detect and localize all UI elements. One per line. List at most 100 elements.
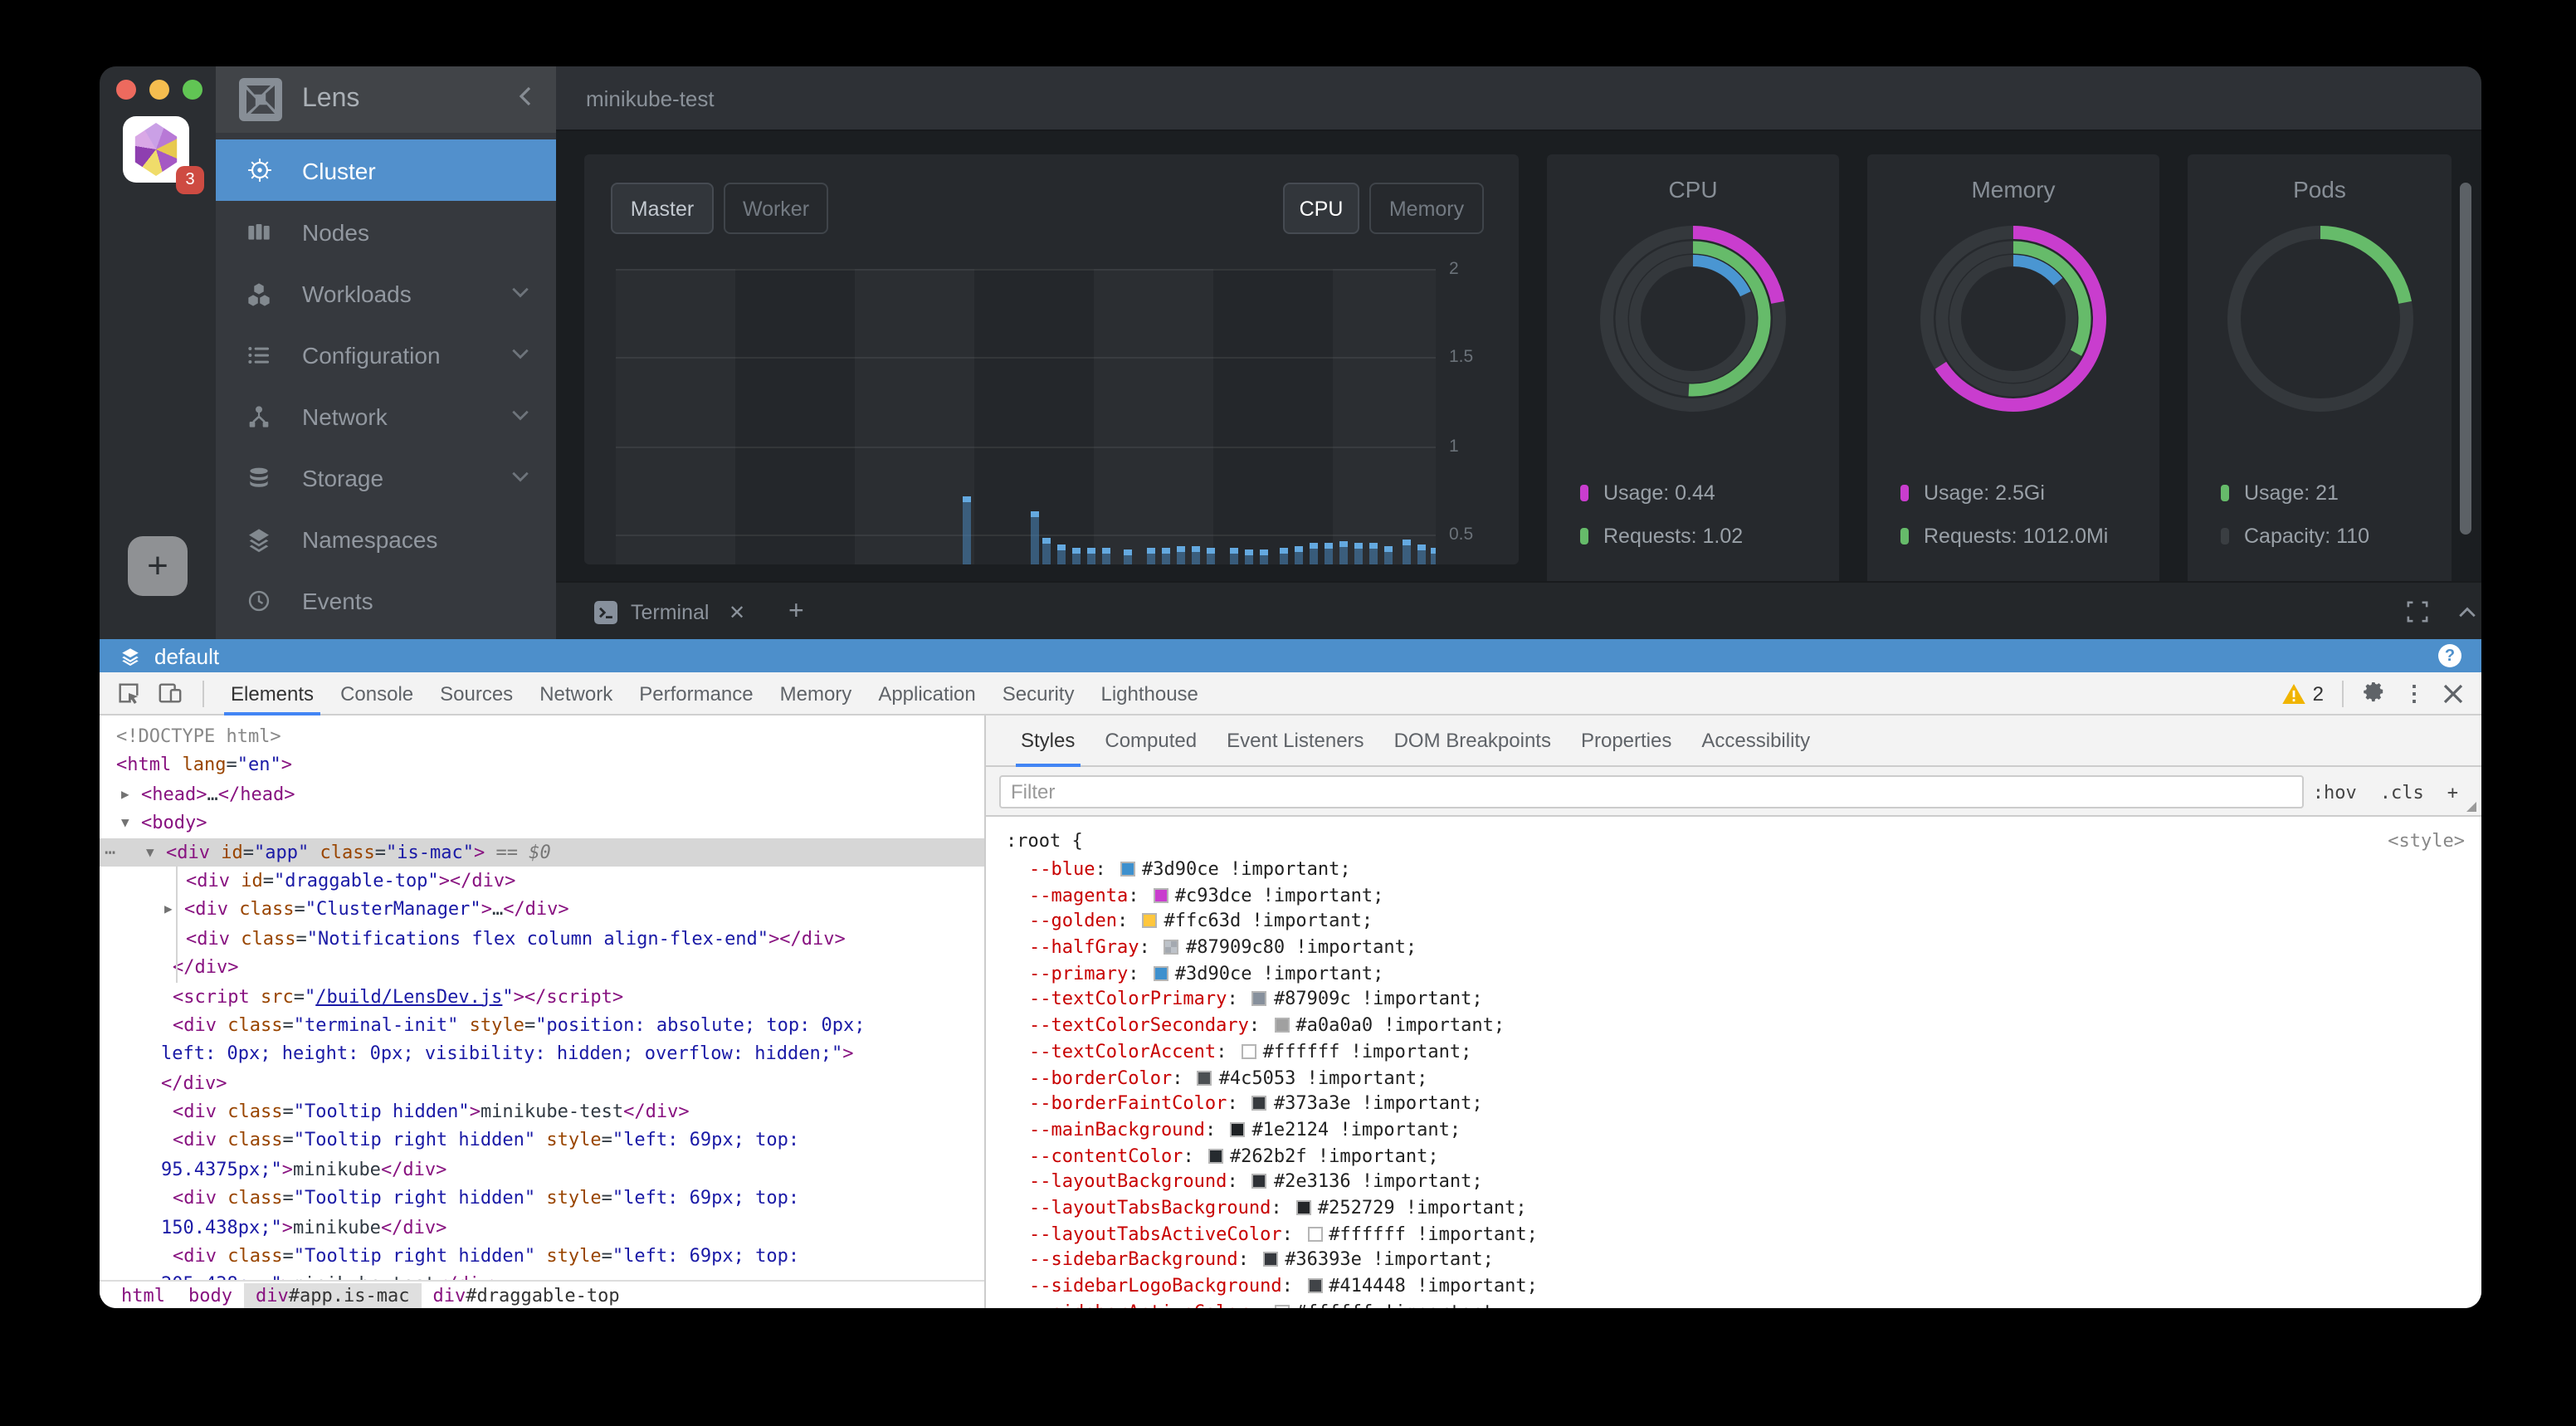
styles-toggle[interactable]: + bbox=[2447, 781, 2458, 803]
tab-event-listeners[interactable]: Event Listeners bbox=[1227, 729, 1364, 752]
warnings-indicator[interactable]: 2 bbox=[2282, 681, 2324, 705]
css-declaration[interactable]: --textColorPrimary: #87909c !important; bbox=[1029, 988, 1483, 1010]
dashboard-scrollbar[interactable] bbox=[2460, 183, 2471, 535]
dom-node-line[interactable]: <!DOCTYPE html> bbox=[116, 725, 281, 747]
dom-node-line[interactable]: ▼ <body> bbox=[100, 808, 984, 838]
css-declaration[interactable]: --sidebarLogoBackground: #414448 !import… bbox=[1029, 1275, 1538, 1297]
styles-filter-input[interactable] bbox=[999, 775, 2304, 808]
css-declaration[interactable]: --primary: #3d90ce !important; bbox=[1029, 962, 1384, 984]
breadcrumb-body[interactable]: body bbox=[188, 1284, 232, 1306]
css-declaration[interactable]: --layoutTabsBackground: #252729 !importa… bbox=[1029, 1196, 1527, 1218]
dom-node-line[interactable]: <div class="Notifications flex column al… bbox=[186, 927, 846, 950]
color-swatch[interactable] bbox=[1263, 1252, 1279, 1267]
dom-node-line[interactable]: 95.4375px;">minikube</div> bbox=[161, 1158, 447, 1180]
tab-dom-breakpoints[interactable]: DOM Breakpoints bbox=[1393, 729, 1551, 752]
tab-network[interactable]: Network bbox=[539, 681, 613, 705]
master-tab-button[interactable]: Master bbox=[611, 183, 714, 234]
expand-arrow-icon[interactable]: ▼ bbox=[146, 844, 154, 860]
kebab-menu-button[interactable]: ⋮ bbox=[2403, 680, 2425, 705]
sidebar-item-namespaces[interactable]: Namespaces bbox=[216, 508, 556, 569]
expand-arrow-icon[interactable]: ▶ bbox=[164, 901, 173, 917]
dom-node-line[interactable]: </div> bbox=[161, 1072, 227, 1094]
dom-node-selected[interactable]: ⋯ ▼ <div id="app" class="is-mac"> == $0 bbox=[100, 838, 984, 867]
styles-rules[interactable]: :root { <style> --blue: #3d90ce !importa… bbox=[986, 817, 2481, 1308]
breadcrumb-div#app.is-mac[interactable]: div#app.is-mac bbox=[244, 1282, 422, 1307]
dom-node-line[interactable]: ▶ <div class="ClusterManager">…</div> bbox=[100, 896, 984, 925]
terminal-tab[interactable]: Terminal bbox=[594, 583, 710, 641]
sidebar-collapse-button[interactable] bbox=[518, 85, 533, 115]
color-swatch[interactable] bbox=[1295, 1199, 1311, 1215]
dom-node-line[interactable]: ▶ <head>…</head> bbox=[100, 780, 984, 809]
sidebar-item-workloads[interactable]: Workloads bbox=[216, 262, 556, 324]
breadcrumb-div#draggable-top[interactable]: div#draggable-top bbox=[432, 1284, 620, 1306]
css-declaration[interactable]: --blue: #3d90ce !important; bbox=[1029, 858, 1351, 880]
styles-togglecls[interactable]: .cls bbox=[2379, 781, 2424, 803]
dom-node-line[interactable]: 205.438px;">minikube-test</div> bbox=[100, 1271, 984, 1280]
stylesheet-source-link[interactable]: <style> bbox=[2388, 830, 2465, 852]
color-swatch[interactable] bbox=[1241, 1043, 1256, 1059]
help-button[interactable]: ? bbox=[2438, 644, 2461, 667]
css-declaration[interactable]: --borderColor: #4c5053 !important; bbox=[1029, 1067, 1428, 1088]
tab-properties[interactable]: Properties bbox=[1580, 729, 1672, 752]
tab-accessibility[interactable]: Accessibility bbox=[1701, 729, 1811, 752]
settings-gear-button[interactable] bbox=[2362, 681, 2385, 705]
cluster-item-active[interactable] bbox=[123, 116, 189, 183]
color-swatch[interactable] bbox=[1230, 1121, 1246, 1137]
color-swatch[interactable] bbox=[1197, 1070, 1212, 1085]
terminal-close-button[interactable]: ✕ bbox=[729, 600, 746, 623]
tab-elements[interactable]: Elements bbox=[217, 671, 327, 715]
dom-node-line[interactable]: <div class="Tooltip hidden">minikube-tes… bbox=[173, 1101, 690, 1123]
sidebar-item-network[interactable]: Network bbox=[216, 385, 556, 447]
terminal-fullscreen-button[interactable] bbox=[2407, 583, 2428, 641]
css-declaration[interactable]: --halfGray: #87909c80 !important; bbox=[1029, 936, 1417, 959]
color-swatch[interactable] bbox=[1274, 1304, 1290, 1308]
elements-tree-pane[interactable]: <!DOCTYPE html> <html lang="en"> ▶ <head>…<… bbox=[100, 715, 984, 1280]
color-swatch[interactable] bbox=[1208, 1148, 1223, 1164]
zoom-window-button[interactable] bbox=[183, 80, 202, 100]
dom-node-line[interactable]: <div class="Tooltip right hidden" style=… bbox=[173, 1245, 800, 1267]
close-window-button[interactable] bbox=[116, 80, 136, 100]
dom-node-line[interactable]: <div class="Tooltip right hidden" style=… bbox=[173, 1187, 800, 1209]
tab-lighthouse[interactable]: Lighthouse bbox=[1100, 681, 1198, 705]
sidebar-item-nodes[interactable]: Nodes bbox=[216, 201, 556, 262]
dom-node-line[interactable]: 150.438px;">minikube</div> bbox=[161, 1216, 447, 1238]
expand-arrow-icon[interactable]: ▼ bbox=[121, 815, 129, 831]
tab-computed[interactable]: Computed bbox=[1105, 729, 1198, 752]
css-declaration[interactable]: --contentColor: #262b2f !important; bbox=[1029, 1145, 1439, 1167]
color-swatch[interactable] bbox=[1307, 1278, 1323, 1293]
terminal-add-button[interactable]: + bbox=[788, 597, 804, 625]
color-swatch[interactable] bbox=[1153, 965, 1168, 981]
pane-resizer[interactable] bbox=[984, 715, 986, 1308]
color-swatch[interactable] bbox=[1251, 1096, 1267, 1111]
css-declaration[interactable]: --textColorSecondary: #a0a0a0 !important… bbox=[1029, 1014, 1505, 1037]
sidebar-item-events[interactable]: Events bbox=[216, 569, 556, 631]
color-swatch[interactable] bbox=[1274, 1018, 1290, 1033]
breadcrumb-html[interactable]: html bbox=[121, 1284, 165, 1306]
tab-application[interactable]: Application bbox=[878, 681, 976, 705]
css-declaration[interactable]: --golden: #ffc63d !important; bbox=[1029, 910, 1373, 932]
color-swatch[interactable] bbox=[1120, 862, 1135, 877]
color-swatch[interactable] bbox=[1307, 1226, 1323, 1242]
dom-node-line[interactable]: left: 0px; height: 0px; visibility: hidd… bbox=[161, 1043, 854, 1065]
tab-styles[interactable]: Styles bbox=[1006, 715, 1090, 766]
tab-sources[interactable]: Sources bbox=[440, 681, 514, 705]
color-swatch[interactable] bbox=[1153, 887, 1168, 903]
terminal-collapse-button[interactable] bbox=[2458, 583, 2476, 641]
cpu-tab-button[interactable]: CPU bbox=[1283, 183, 1359, 234]
worker-tab-button[interactable]: Worker bbox=[724, 183, 828, 234]
minimize-window-button[interactable] bbox=[149, 80, 169, 100]
device-toolbar-button[interactable] bbox=[158, 681, 183, 706]
dom-node-line[interactable]: <div class="terminal-init" style="positi… bbox=[173, 1013, 866, 1036]
sidebar-item-configuration[interactable]: Configuration bbox=[216, 324, 556, 385]
devtools-close-button[interactable] bbox=[2443, 683, 2463, 703]
tab-memory[interactable]: Memory bbox=[779, 681, 852, 705]
memory-tab-button[interactable]: Memory bbox=[1369, 183, 1484, 234]
inspect-element-button[interactable] bbox=[116, 681, 141, 706]
dom-node-line[interactable]: </div> bbox=[173, 956, 239, 979]
css-declaration[interactable]: --sidebarActiveColor: #ffffff !important… bbox=[986, 1299, 2481, 1308]
css-declaration[interactable]: --mainBackground: #1e2124 !important; bbox=[1029, 1118, 1461, 1140]
expand-arrow-icon[interactable]: ▶ bbox=[121, 786, 129, 802]
color-swatch[interactable] bbox=[1142, 913, 1158, 929]
tab-security[interactable]: Security bbox=[1002, 681, 1075, 705]
dom-node-line[interactable]: <div class="Tooltip right hidden" style=… bbox=[173, 1129, 800, 1151]
